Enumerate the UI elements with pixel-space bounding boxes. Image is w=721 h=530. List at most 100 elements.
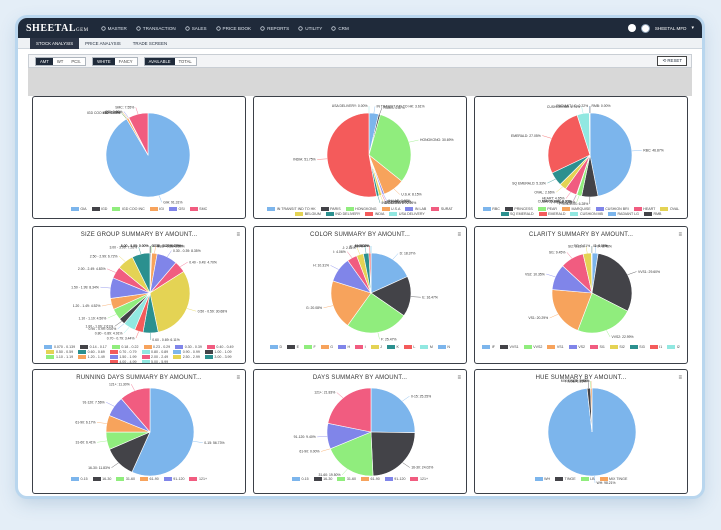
white-toggle[interactable]: WHITE <box>93 57 115 65</box>
legend-item[interactable]: 4.00 - 4.99 <box>109 360 137 363</box>
legend-item[interactable]: 1.50 - 1.99 <box>109 355 137 359</box>
legend-item[interactable]: IGI <box>149 207 164 211</box>
nav-item-transaction[interactable]: TRANSACTION <box>136 26 176 31</box>
legend-item[interactable]: 121+ <box>189 477 207 481</box>
legend-item[interactable]: L <box>403 345 415 349</box>
legend-item[interactable]: EMERALD <box>538 212 565 216</box>
legend-item[interactable]: LB <box>580 477 595 481</box>
legend-item[interactable]: IGD <box>91 207 107 211</box>
legend-item[interactable]: PRINCESS <box>504 207 533 211</box>
legend-item[interactable]: 2.50 - 2.99 <box>173 355 200 359</box>
legend-item[interactable]: 91-120 <box>163 477 184 481</box>
hamburger-menu-icon[interactable]: ≡ <box>678 375 682 381</box>
legend-item[interactable]: 0.14 - 0.17 <box>80 345 107 349</box>
pie-slice[interactable] <box>577 292 629 334</box>
legend-item[interactable]: 31-60 <box>116 477 135 481</box>
pie-slice[interactable] <box>149 271 191 333</box>
nav-item-master[interactable]: MASTER <box>101 26 127 31</box>
legend-item[interactable]: IGD COO INC <box>112 207 145 211</box>
tab-trade-screen[interactable]: TRADE SCREEN <box>132 40 168 46</box>
legend-item[interactable]: 0.18 - 0.22 <box>111 345 139 349</box>
legend-item[interactable]: USA DELIVERY <box>389 212 425 216</box>
chevron-down-icon[interactable]: ▾ <box>691 25 694 31</box>
legend-item[interactable]: VVS1 <box>499 345 519 349</box>
legend-item[interactable]: IF <box>482 345 495 349</box>
legend-item[interactable]: J <box>370 345 382 349</box>
pie-slice[interactable] <box>591 253 633 312</box>
legend-item[interactable]: CUSHION BRI <box>595 207 629 211</box>
wt-toggle[interactable]: WT <box>56 58 64 64</box>
legend-item[interactable]: 0.50 - 0.59 <box>46 350 73 354</box>
legend-item[interactable]: OVAL <box>660 207 679 211</box>
legend-item[interactable]: RADIANT LG <box>607 212 639 216</box>
legend-item[interactable]: SI1 <box>589 345 605 349</box>
hamburger-menu-icon[interactable]: ≡ <box>678 232 682 238</box>
user-name[interactable]: SHEETAL MFD <box>654 25 687 31</box>
total-toggle[interactable]: TOTAL <box>178 58 192 64</box>
legend-item[interactable]: BELGIUM <box>295 212 321 216</box>
legend-item[interactable]: 0.070 - 0.139 <box>44 345 75 349</box>
app-logo[interactable]: SHEETALGEM <box>26 22 89 34</box>
legend-item[interactable]: WH <box>534 477 550 481</box>
legend-item[interactable]: INDIA <box>365 212 384 216</box>
legend-item[interactable]: RMB <box>643 212 661 216</box>
hamburger-menu-icon[interactable]: ≡ <box>236 375 240 381</box>
legend-item[interactable]: 3.00 - 3.99 <box>204 355 232 359</box>
hamburger-menu-icon[interactable]: ≡ <box>457 375 461 381</box>
pie-slice[interactable] <box>589 112 633 197</box>
pie-slice[interactable] <box>128 112 149 156</box>
legend-item[interactable]: E <box>287 345 299 349</box>
available-toggle[interactable]: AVAILABLE <box>144 57 175 65</box>
legend-item[interactable]: 0-15 <box>291 477 309 481</box>
legend-item[interactable]: M <box>420 345 433 349</box>
legend-item[interactable]: G <box>320 345 333 349</box>
pcs-toggle[interactable]: PCS. <box>71 58 82 64</box>
legend-item[interactable]: 91-120 <box>384 477 405 481</box>
legend-item[interactable]: 0.60 - 0.69 <box>78 350 105 354</box>
legend-item[interactable]: GSI <box>168 207 185 211</box>
legend-item[interactable]: 16-30 <box>92 477 111 481</box>
nav-item-sales[interactable]: SALES <box>185 26 207 31</box>
legend-item[interactable]: 0.40 - 0.49 <box>206 345 234 349</box>
nav-item-utility[interactable]: UTILITY <box>298 26 322 31</box>
pie-slice[interactable] <box>370 431 416 477</box>
legend-item[interactable]: 0.23 - 0.29 <box>143 345 170 349</box>
legend-item[interactable]: MARQUISE <box>562 207 591 211</box>
legend-item[interactable]: 5.00 - 5.99 <box>141 360 168 363</box>
legend-item[interactable]: IN TRANSIT IND TO HK <box>267 207 316 211</box>
legend-item[interactable]: 0.90 - 0.99 <box>173 350 200 354</box>
legend-item[interactable]: GIA <box>70 207 87 211</box>
pie-slice[interactable] <box>370 252 408 294</box>
legend-item[interactable]: PEAR <box>537 207 557 211</box>
legend-item[interactable]: HEART <box>633 207 655 211</box>
legend-item[interactable]: N <box>437 345 450 349</box>
legend-item[interactable]: CUSHION MB <box>570 212 603 216</box>
pie-slice[interactable] <box>131 387 195 477</box>
legend-item[interactable]: TINGE <box>555 477 576 481</box>
pie-slice[interactable] <box>368 114 412 182</box>
legend-item[interactable]: 0.70 - 0.79 <box>109 350 137 354</box>
pie-slice[interactable] <box>370 387 416 433</box>
legend-item[interactable]: I1 <box>649 345 662 349</box>
legend-item[interactable]: SI2 <box>609 345 625 349</box>
legend-item[interactable]: 1.00 - 1.09 <box>204 350 232 354</box>
legend-item[interactable]: HONGKONG <box>345 207 377 211</box>
legend-item[interactable]: VS1 <box>547 345 564 349</box>
legend-item[interactable]: SURAT <box>431 207 453 211</box>
legend-item[interactable]: SMC <box>189 207 207 211</box>
legend-item[interactable]: SI3 <box>629 345 645 349</box>
legend-item[interactable]: VVS2 <box>523 345 542 349</box>
legend-item[interactable]: IND DELIVERY <box>325 212 360 216</box>
legend-item[interactable]: I2 <box>667 345 680 349</box>
legend-item[interactable]: 61-90 <box>140 477 159 481</box>
legend-item[interactable]: D <box>270 345 282 349</box>
pie-slice[interactable] <box>327 387 372 433</box>
legend-item[interactable]: 0-15 <box>70 477 88 481</box>
fancy-toggle[interactable]: FANCY <box>118 58 133 64</box>
pie-slice[interactable] <box>326 112 377 198</box>
legend-item[interactable]: 1.10 - 1.19 <box>46 355 73 359</box>
hamburger-menu-icon[interactable]: ≡ <box>457 232 461 238</box>
legend-item[interactable]: 1.20 - 1.49 <box>78 355 105 359</box>
notification-icon[interactable] <box>627 24 636 32</box>
reset-button[interactable]: ⟲ RESET <box>657 56 687 66</box>
